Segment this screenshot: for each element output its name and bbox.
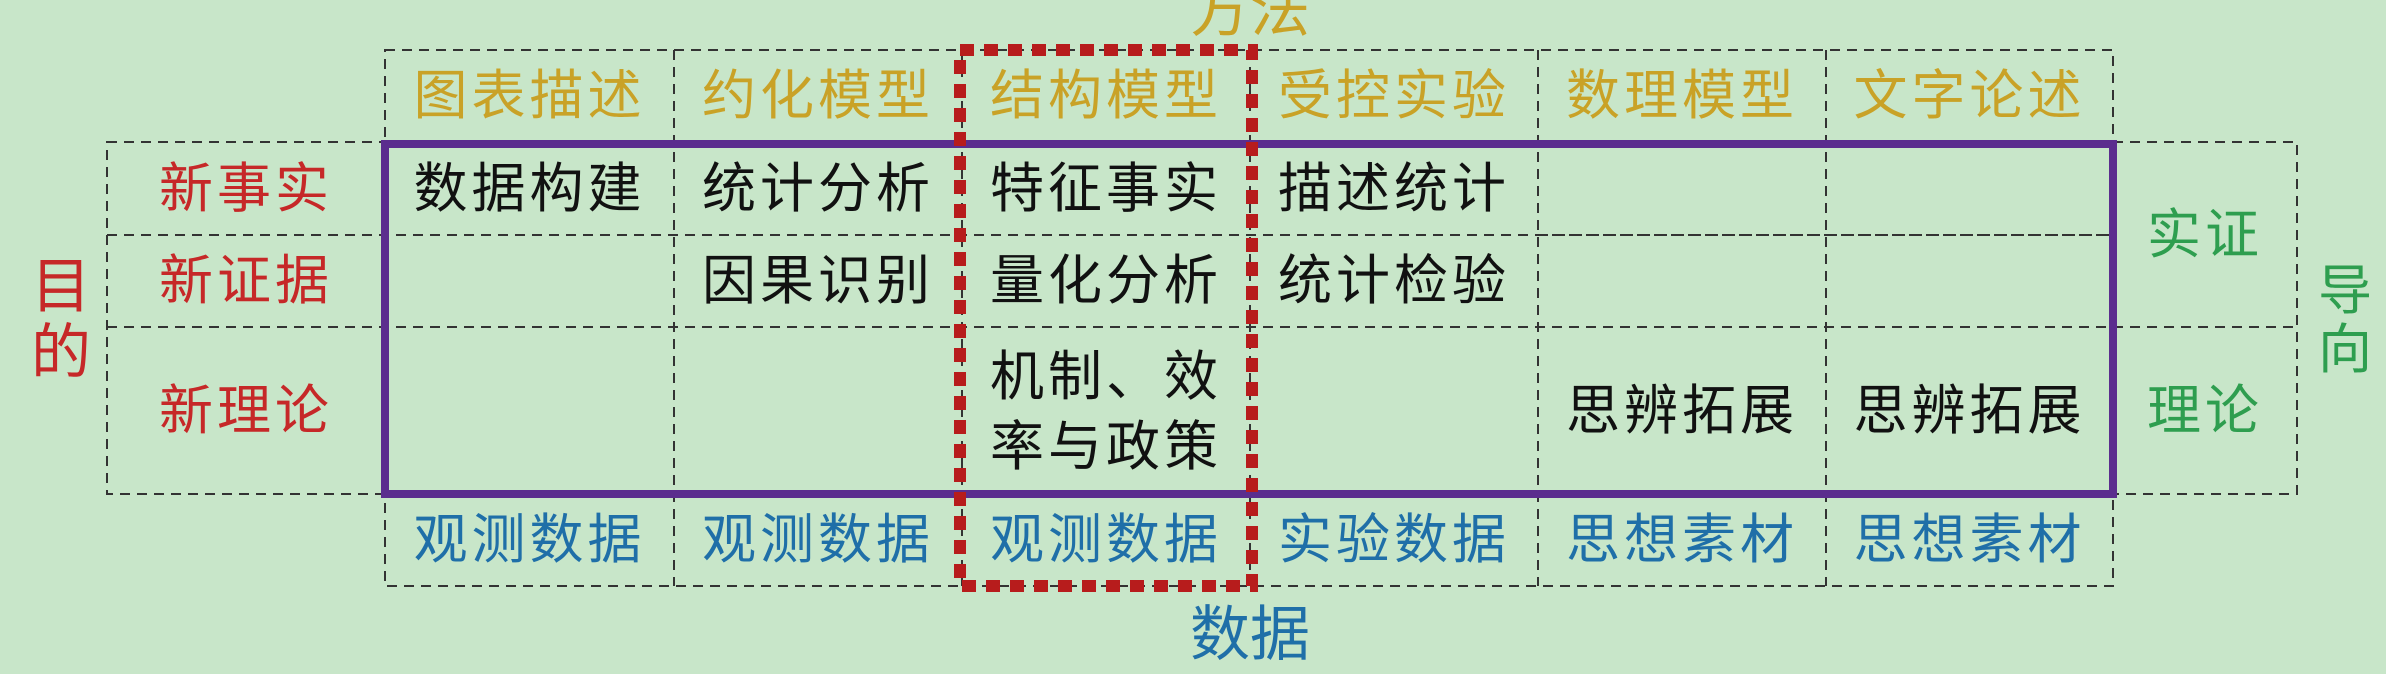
cell-r2-c3: 量化分析 [990, 249, 1222, 313]
orientation-theory: 理论 [2147, 378, 2263, 442]
cell-r1-c2: 统计分析 [702, 156, 934, 220]
data-type-4: 实验数据 [1278, 508, 1510, 572]
method-axis-title: 方法 [1190, 0, 1310, 46]
purpose-label-new-theory: 新理论 [159, 378, 333, 442]
method-header-6: 文字论述 [1853, 64, 2086, 128]
purpose-axis-title: 目 的 [28, 245, 94, 395]
method-header-5: 数理模型 [1566, 64, 1798, 128]
data-type-6: 思想素材 [1853, 508, 2086, 572]
purpose-label-new-fact: 新事实 [159, 156, 333, 220]
cell-r1-c1: 数据构建 [413, 156, 646, 220]
data-type-3: 观测数据 [990, 508, 1222, 572]
data-type-5: 思想素材 [1566, 508, 1798, 572]
structural-model-column-box [954, 44, 1258, 592]
data-type-1: 观测数据 [413, 508, 646, 572]
data-band [384, 493, 2114, 587]
cell-r3-c3: 机制、效率与政策 [990, 344, 1222, 478]
data-type-2: 观测数据 [702, 508, 934, 572]
cell-r1-c3: 特征事实 [990, 156, 1222, 220]
method-header-2: 约化模型 [702, 64, 934, 128]
cell-r1-c4: 描述统计 [1278, 156, 1510, 220]
method-header-3: 结构模型 [990, 64, 1222, 128]
method-header-band [384, 49, 2114, 143]
data-axis-title: 数据 [1190, 599, 1310, 670]
method-header-4: 受控实验 [1278, 64, 1510, 128]
method-header-1: 图表描述 [413, 64, 646, 128]
purpose-axis-char-2: 的 [31, 318, 91, 388]
orientation-empirical: 实证 [2147, 202, 2263, 266]
cell-r2-c2: 因果识别 [702, 249, 934, 313]
orientation-axis-char-2: 向 [2318, 318, 2372, 381]
orientation-axis-title: 导 向 [2312, 245, 2378, 395]
cell-r3-c5: 思辨拓展 [1566, 378, 1798, 442]
purpose-axis-char-1: 目 [31, 252, 91, 322]
orientation-axis-char-1: 导 [2318, 258, 2372, 322]
purpose-label-new-evidence: 新证据 [159, 249, 333, 313]
cell-r3-c6: 思辨拓展 [1853, 378, 2086, 442]
cell-r2-c4: 统计检验 [1278, 249, 1510, 313]
